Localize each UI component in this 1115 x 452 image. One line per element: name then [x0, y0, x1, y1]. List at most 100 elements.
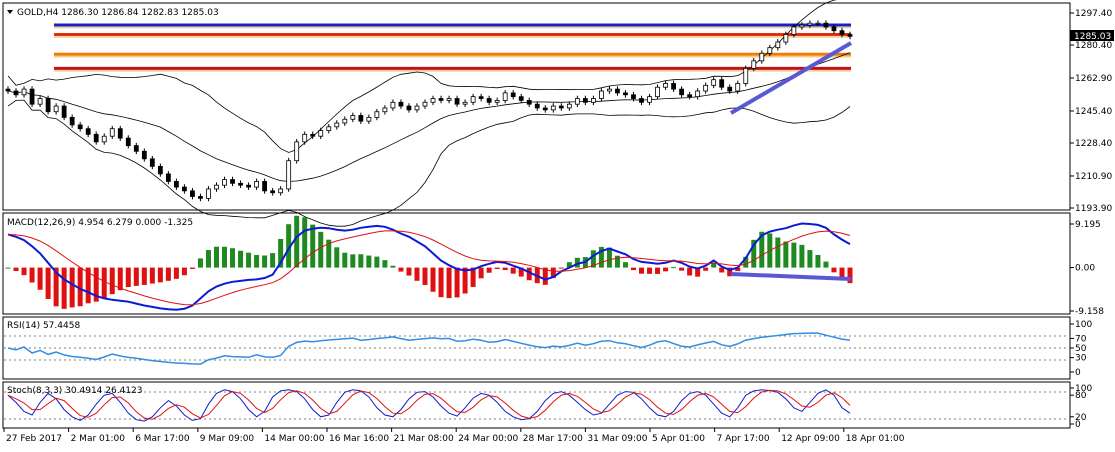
macd-histogram-bar [446, 267, 452, 299]
candle-body [430, 98, 436, 103]
macd-histogram-bar [85, 267, 91, 304]
candle [13, 88, 19, 98]
macd-histogram-bar [133, 267, 139, 286]
candle-body [246, 184, 251, 188]
candle-body [133, 145, 139, 152]
bollinger-lower [7, 99, 851, 227]
candle-body [719, 79, 725, 88]
candle [45, 95, 51, 115]
candle [53, 103, 59, 115]
candle-body [502, 92, 508, 101]
candle [149, 156, 155, 170]
candle-body [117, 128, 123, 139]
macd-signal-line [7, 230, 851, 306]
macd-histogram-bar [558, 267, 564, 269]
candle [5, 86, 11, 94]
time-tick-label: 2 Mar 01:00 [71, 434, 126, 444]
candle [109, 125, 115, 140]
candle-body [270, 190, 276, 194]
candle-body [751, 60, 757, 69]
candle [342, 116, 348, 126]
candle-body [687, 94, 693, 98]
macd-histogram-bar [358, 254, 364, 268]
time-tick-label: 14 Mar 00:00 [264, 434, 324, 444]
x-axis: 27 Feb 2017 2 Mar 01:00 6 Mar 17:00 9 Mar 0… [3, 428, 905, 444]
candle-body [382, 107, 388, 113]
candle-body [446, 98, 452, 101]
macd-histogram-bar [246, 252, 252, 268]
candle [85, 125, 91, 138]
candle-body [53, 105, 59, 113]
candle [93, 131, 99, 145]
candle-body [286, 160, 292, 190]
macd-histogram-bar [799, 244, 805, 268]
macd-histogram-bar [823, 261, 829, 268]
candle [230, 176, 235, 187]
candle-body [486, 98, 492, 103]
candle [430, 95, 436, 106]
candle [125, 135, 131, 149]
macd-histogram-bar [566, 262, 572, 268]
time-tick-label: 7 Apr 17:00 [717, 434, 770, 444]
macd-tick-label: -9.158 [1075, 307, 1104, 317]
stoch-header: Stoch(8,3,3) 30.4914 26.4123 [7, 386, 142, 396]
candle [542, 105, 548, 113]
candle-body [623, 92, 628, 96]
main-header: GOLD,H4 1286.30 1286.84 1282.83 1285.03 [17, 8, 219, 18]
time-tick-label: 21 Mar 08:00 [394, 434, 454, 444]
candle [783, 31, 789, 45]
macd-histogram-bar [157, 267, 163, 283]
candle-body [711, 79, 717, 86]
candle [414, 103, 420, 113]
candle-body [542, 107, 548, 111]
candle [262, 178, 268, 194]
macd-histogram-bar [101, 267, 107, 299]
macd-histogram-bar [53, 267, 59, 307]
rsi-header: RSI(14) 57.4458 [7, 321, 80, 331]
support-trendline[interactable] [729, 41, 853, 115]
candle-body [342, 118, 348, 124]
macd-histogram-bar [342, 252, 348, 268]
macd-histogram-bar [470, 267, 476, 287]
dropdown-arrow-icon[interactable] [7, 10, 13, 14]
candle [534, 101, 540, 111]
candle-body [37, 98, 43, 105]
macd-histogram-bar [222, 246, 228, 268]
candle-body [558, 105, 564, 109]
candle-body [671, 83, 676, 90]
candle [775, 39, 781, 51]
candle [350, 112, 356, 123]
macd-histogram-bar [318, 231, 324, 268]
candle [246, 182, 251, 190]
candle [695, 88, 701, 100]
time-tick-label: 16 Mar 16:00 [329, 434, 389, 444]
candle-body [807, 22, 813, 26]
macd-divergence-line[interactable] [730, 272, 852, 281]
candle [679, 86, 684, 98]
macd-histogram-bar [45, 267, 51, 299]
macd-histogram-bar [671, 267, 677, 269]
candle-body [374, 111, 380, 118]
candle [719, 76, 725, 91]
candle [550, 103, 556, 113]
candle [823, 20, 829, 30]
candle [206, 186, 211, 202]
macd-histogram-bar [727, 267, 733, 277]
macd-histogram-bar [230, 248, 236, 268]
rsi-tick-label: 70 [1075, 334, 1087, 344]
macd-histogram-bar [839, 267, 845, 279]
candle [526, 97, 532, 108]
candle [61, 103, 67, 121]
time-tick-label: 28 Mar 17:00 [523, 434, 583, 444]
candle-body [77, 124, 83, 130]
candle-body [230, 179, 235, 184]
macd-histogram-bar [606, 247, 612, 268]
price-tick-label: 1245.40 [1075, 107, 1112, 117]
rsi-tick-label: 50 [1075, 344, 1087, 354]
price-tick-label: 1297.40 [1075, 9, 1112, 19]
candle [326, 123, 332, 134]
macd-histogram-bar [390, 265, 396, 268]
candle-body [214, 184, 219, 190]
macd-histogram-bar [815, 254, 821, 268]
